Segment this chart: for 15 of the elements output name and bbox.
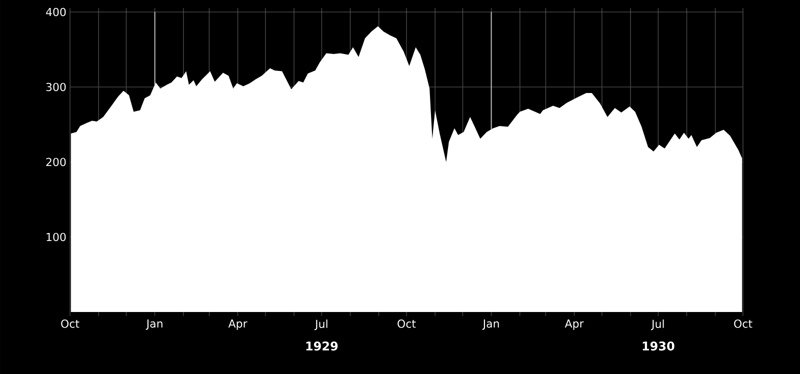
x-tick-label: Jul: [314, 320, 328, 330]
x-tick-label: Apr: [228, 320, 248, 330]
x-tick-label: Oct: [398, 320, 416, 328]
x-tick-label: Oct: [61, 320, 80, 328]
x-tick-label: Jan: [482, 320, 499, 330]
y-tick-label: 100: [46, 232, 66, 242]
y-tick-label: 300: [46, 82, 66, 92]
y-tick-label: 400: [46, 8, 66, 16]
text: 1930: [642, 342, 674, 351]
y-tick-label: 200: [46, 158, 66, 166]
x-tick-label: Jul: [650, 320, 664, 330]
text: 1929: [306, 342, 338, 351]
x-tick-label: Oct: [734, 320, 752, 328]
x-tick-label: Jan: [146, 320, 162, 330]
x-tick-label: Apr: [564, 320, 584, 330]
